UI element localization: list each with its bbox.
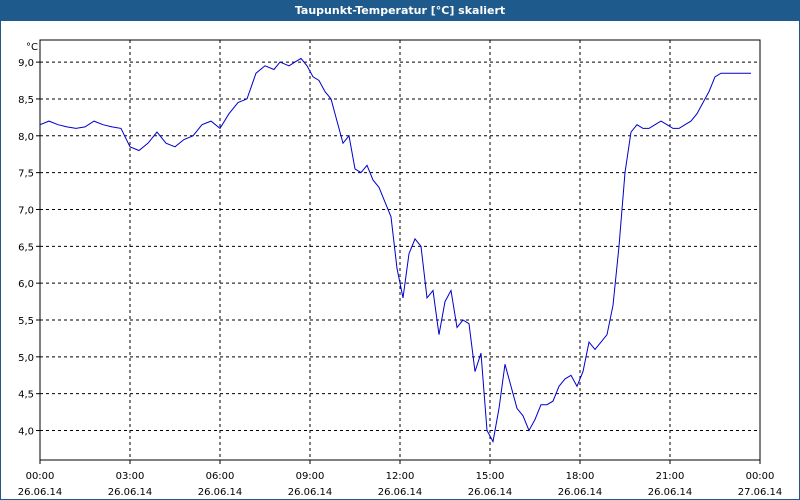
y-tick-label: 7,5 — [18, 169, 34, 180]
x-tick-date-label: 26.06.14 — [468, 487, 513, 498]
x-tick-time-label: 09:00 — [296, 471, 325, 482]
dewpoint-series-line — [39, 57, 751, 444]
y-tick-label: 7,0 — [18, 205, 34, 216]
x-tick-time-label: 06:00 — [206, 471, 235, 482]
x-tick-date-label: 26.06.14 — [378, 487, 423, 498]
x-tick-date-label: 26.06.14 — [558, 487, 603, 498]
y-axis-ticks: 9,0 8,5 8,0 7,5 7,0 6,5 6,0 5,5 5,0 4,5 4,0 — [18, 58, 40, 438]
x-tick-date-label: 26.06.14 — [108, 487, 153, 498]
x-tick-time-label: 15:00 — [476, 471, 505, 482]
y-tick-label: 4,0 — [18, 427, 34, 438]
y-tick-label: 6,0 — [18, 279, 34, 290]
x-tick-date-label: 26.06.14 — [198, 487, 243, 498]
chart-title: Taupunkt-Temperatur [°C] skaliert — [1, 1, 799, 21]
y-axis-unit-label: °C — [26, 42, 38, 53]
y-tick-label: 5,0 — [18, 353, 34, 364]
y-tick-label: 6,5 — [18, 242, 34, 253]
y-tick-label: 4,5 — [18, 390, 34, 401]
y-tick-label: 8,0 — [18, 132, 34, 143]
x-tick-time-label: 00:00 — [746, 471, 775, 482]
x-tick-date-label: 26.06.14 — [648, 487, 693, 498]
x-tick-time-label: 21:00 — [656, 471, 685, 482]
x-tick-time-label: 12:00 — [386, 471, 415, 482]
y-tick-label: 9,0 — [18, 58, 34, 69]
x-tick-date-label: 26.06.14 — [18, 487, 63, 498]
x-tick-time-label: 00:00 — [26, 471, 55, 482]
y-tick-label: 8,5 — [18, 95, 34, 106]
x-tick-date-label: 27.06.14 — [738, 487, 783, 498]
y-tick-label: 5,5 — [18, 316, 34, 327]
x-tick-date-label: 26.06.14 — [288, 487, 333, 498]
x-tick-time-label: 03:00 — [116, 471, 145, 482]
grid-lines — [40, 40, 760, 460]
x-tick-time-label: 18:00 — [566, 471, 595, 482]
x-axis-ticks: 00:00 26.06.14 03:00 26.06.14 06:00 26.06.14 0… — [18, 460, 783, 498]
